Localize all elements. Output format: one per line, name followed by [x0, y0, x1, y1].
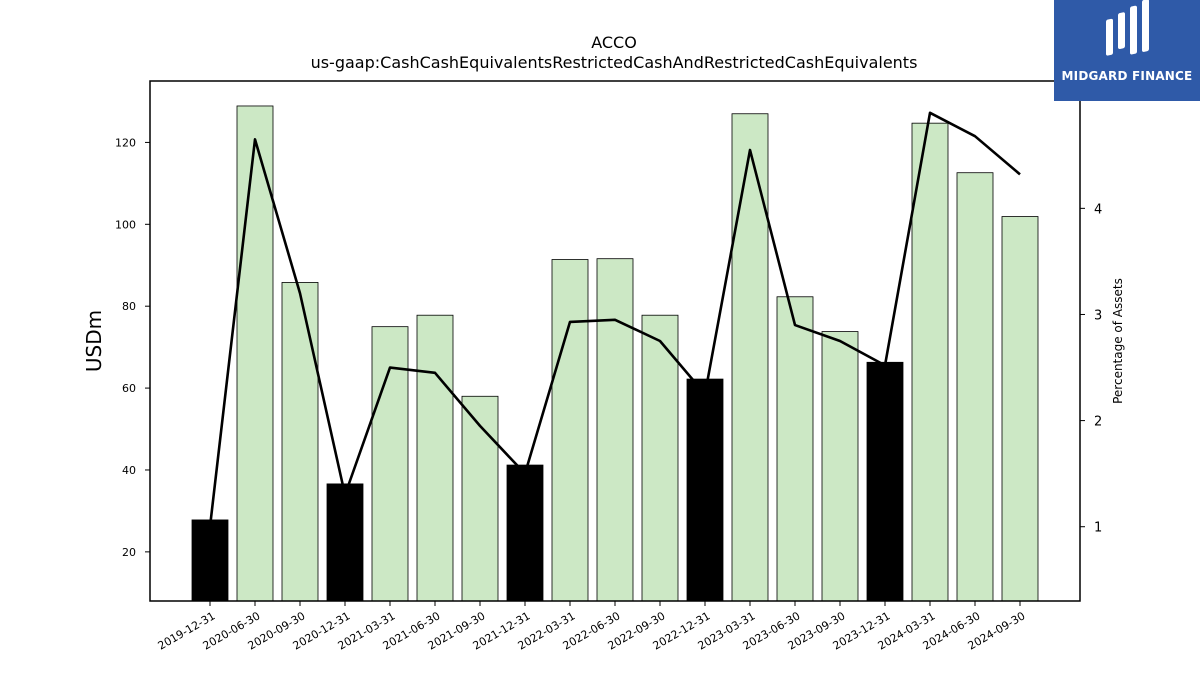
y2-tick-label: 1	[1094, 521, 1102, 536]
bar-2021-12-31	[506, 464, 544, 602]
chart-title: ACCO	[591, 33, 637, 52]
bar-2023-12-31	[866, 361, 904, 602]
bar-2024-06-30	[956, 172, 994, 602]
y-tick-label: 60	[122, 382, 136, 395]
logo-text: MIDGARD FINANCE	[1061, 69, 1193, 83]
chart-subtitle: us-gaap:CashCashEquivalentsRestrictedCas…	[311, 53, 918, 72]
y-axis: 20 40 60 80 100 120	[115, 136, 150, 559]
y-tick-label: 40	[122, 464, 136, 477]
bar-2021-06-30	[416, 314, 454, 602]
y2-tick-label: 4	[1094, 202, 1102, 217]
bar-2022-12-31	[686, 378, 724, 602]
y2-tick-label: 2	[1094, 415, 1102, 430]
bar-2023-06-30	[776, 296, 814, 602]
bar-2020-12-31	[326, 483, 364, 602]
bar-2020-06-30	[236, 105, 274, 602]
y2-axis: 1 2 3 4	[1080, 202, 1102, 536]
bar-2023-03-31	[731, 113, 769, 602]
bar-series	[191, 105, 1039, 602]
y-axis-title: USDm	[82, 310, 106, 372]
y2-tick-label: 3	[1094, 308, 1102, 323]
y-tick-label: 120	[115, 136, 136, 149]
y2-axis-title: Percentage of Assets	[1111, 278, 1125, 404]
bar-2020-09-30	[281, 282, 319, 602]
bar-2023-09-30	[821, 331, 859, 602]
line-percentage-of-assets	[208, 111, 1021, 527]
logo-mark-icon	[1106, 0, 1149, 56]
bar-2024-03-31	[911, 122, 949, 602]
bar-2022-06-30	[596, 258, 634, 602]
bar-2021-03-31	[371, 326, 409, 602]
bar-2022-03-31	[551, 259, 589, 602]
bar-2024-09-30	[1001, 216, 1039, 602]
line-series	[208, 111, 1021, 527]
bar-2021-09-30	[461, 395, 499, 602]
bar-2019-12-31	[191, 519, 229, 602]
bar-2022-09-30	[641, 314, 679, 602]
y-tick-label: 100	[115, 218, 136, 231]
y-tick-label: 80	[122, 300, 136, 313]
x-axis: 2019-12-312020-06-302020-09-302020-12-31…	[156, 601, 1028, 653]
y-tick-label: 20	[122, 546, 136, 559]
midgard-finance-logo: MIDGARD FINANCE	[1054, 0, 1200, 101]
